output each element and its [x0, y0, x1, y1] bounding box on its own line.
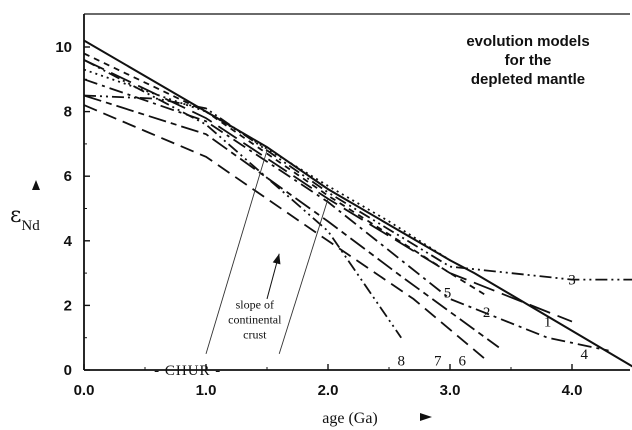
y-tick-label: 6: [64, 168, 72, 185]
series-label-2: 2: [483, 305, 491, 321]
y-tick-label: 10: [55, 39, 72, 56]
series-line-7: [83, 104, 488, 361]
series-line-3: [83, 94, 632, 281]
series-line-4: [83, 78, 609, 352]
x-tick-label: 3.0: [440, 382, 461, 399]
series-line-1: [83, 59, 573, 323]
series-label-7: 7: [434, 353, 442, 369]
series-label-1: 1: [544, 315, 552, 331]
y-axis-arrow-icon: [32, 180, 40, 190]
y-tick-label: 0: [64, 362, 72, 379]
crust-lines-group: [205, 150, 329, 354]
series-line-5: [83, 68, 451, 261]
y-tick-label: 2: [64, 297, 72, 314]
crust-slope-line: [205, 150, 268, 354]
plot-frame-group: [83, 13, 630, 371]
y-tick-label: 8: [64, 104, 72, 121]
x-tick-label: 2.0: [318, 382, 339, 399]
crust-slope-line: [278, 198, 329, 354]
crust-annotation: slope of continental crust: [228, 298, 282, 342]
x-tick-label: 0.0: [74, 382, 95, 399]
series-labels-group: 1 2 3 4 5 67 8: [397, 273, 588, 370]
series-label-6: 6: [458, 353, 466, 369]
series-label-5: 5: [444, 285, 452, 301]
series-line-envelope: [83, 39, 632, 368]
x-tick-label: 1.0: [196, 382, 217, 399]
x-axis-arrow-icon: [420, 413, 432, 421]
series-label-4: 4: [580, 347, 588, 363]
chur-label: - CHUR -: [154, 363, 221, 379]
series-label-8: 8: [397, 353, 405, 369]
x-axis-label: age (Ga): [322, 410, 378, 427]
series-line-8: [83, 59, 402, 339]
series-line-2: [83, 52, 488, 297]
crust-arrow-icon: [272, 253, 281, 265]
series-line-6: [83, 94, 500, 349]
ticks-group: 0.0 1.0 2.0 3.0 4.0 0 2 4 6 8 10: [55, 39, 582, 399]
chart-title: evolution models for the depleted mantle: [466, 33, 589, 88]
y-tick-label: 4: [64, 233, 73, 250]
series-group: [83, 39, 632, 368]
y-axis-label: εNd: [10, 203, 40, 234]
x-tick-label: 4.0: [562, 382, 583, 399]
series-label-3: 3: [568, 273, 576, 289]
